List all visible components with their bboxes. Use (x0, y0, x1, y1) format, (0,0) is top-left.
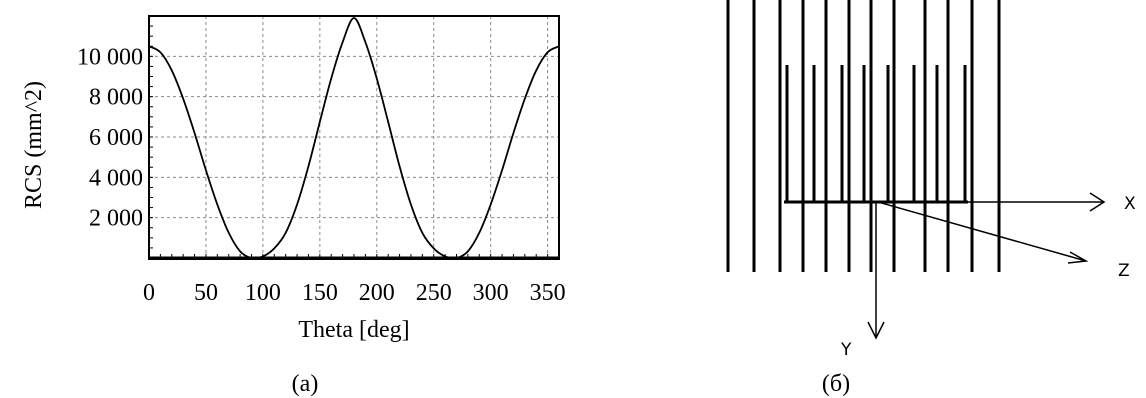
rcs-chart: 2 000 4 000 6 000 8 000 10 000 0 50 100 150 200 2… (21, 15, 566, 397)
x-tick-label: 300 (473, 280, 509, 306)
y-tick-label: 2 000 (89, 206, 143, 232)
z-axis-label: Z (1118, 261, 1130, 281)
z-axis-arrow (877, 201, 1089, 264)
series-line (148, 17, 560, 260)
x-axis-label: Theta [deg] (298, 317, 409, 343)
y-axis-label: Y (840, 340, 852, 360)
y-tick-label: 8 000 (89, 85, 143, 111)
x-tick-label: 250 (416, 280, 452, 306)
short-vertical-lines (785, 65, 967, 202)
y-tick-label: 6 000 (89, 125, 143, 151)
x-tick-label: 100 (245, 280, 281, 306)
x-tick-label: 200 (359, 280, 395, 306)
x-axis-label: X (1124, 194, 1136, 214)
y-axis-label: RCS (mm^2) (21, 81, 47, 209)
long-vertical-lines (726, 0, 1001, 272)
y-tick-labels: 2 000 4 000 6 000 8 000 10 000 (77, 44, 143, 231)
caption-a: (a) (292, 371, 319, 397)
x-tick-label: 150 (302, 280, 338, 306)
y-tick-label: 10 000 (77, 44, 143, 70)
x-tick-label: 50 (194, 280, 218, 306)
series-layer (148, 17, 560, 260)
caption-b: (б) (822, 371, 850, 397)
y-axis-arrow (867, 202, 885, 340)
x-axis-arrow (878, 192, 1106, 212)
y-tick-label: 4 000 (89, 165, 143, 191)
coordinate-diagram: X Y Z (б) (726, 0, 1136, 397)
x-tick-label: 0 (143, 280, 155, 306)
x-tick-labels: 0 50 100 150 200 250 300 350 (143, 280, 566, 306)
x-tick-label: 350 (530, 280, 566, 306)
grid (148, 16, 559, 258)
